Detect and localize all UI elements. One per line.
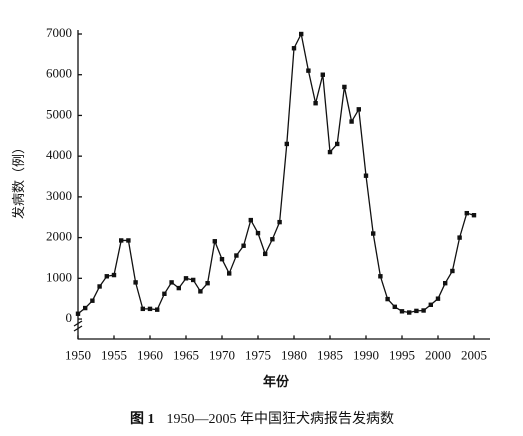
x-tick-label: 2005 bbox=[461, 347, 487, 362]
point bbox=[277, 219, 282, 225]
point bbox=[270, 237, 275, 242]
point bbox=[363, 173, 369, 178]
point bbox=[335, 141, 340, 147]
point bbox=[378, 274, 383, 279]
point bbox=[104, 274, 109, 279]
data-line bbox=[77, 32, 475, 315]
x-tick-label: 1980 bbox=[281, 347, 307, 362]
point bbox=[90, 298, 95, 303]
point bbox=[299, 31, 304, 37]
point bbox=[255, 230, 261, 236]
point bbox=[306, 68, 311, 73]
x-tick-label: 1950 bbox=[65, 347, 91, 362]
x-tick-label: 1970 bbox=[209, 347, 235, 362]
point bbox=[349, 119, 354, 124]
point bbox=[407, 310, 412, 315]
point bbox=[385, 296, 390, 302]
point bbox=[133, 280, 138, 285]
x-tick-label: 1990 bbox=[353, 347, 379, 362]
x-tick-label: 1985 bbox=[317, 347, 343, 362]
point bbox=[155, 307, 160, 312]
figure-label: 图 1 bbox=[130, 411, 155, 427]
point bbox=[169, 280, 174, 285]
point bbox=[119, 238, 124, 243]
point bbox=[399, 309, 405, 314]
point bbox=[371, 231, 376, 236]
y-tick-label: 6000 bbox=[46, 66, 72, 81]
point bbox=[75, 311, 81, 316]
y-tick-label: 3000 bbox=[46, 188, 72, 203]
point bbox=[327, 149, 333, 155]
chart-title: 1950—2005 年中国狂犬病报告发病数 bbox=[167, 411, 395, 427]
point bbox=[191, 277, 196, 283]
point bbox=[234, 253, 239, 258]
point bbox=[205, 281, 210, 286]
point bbox=[464, 210, 469, 216]
point bbox=[356, 107, 361, 112]
x-tick-label: 2000 bbox=[425, 347, 451, 362]
point bbox=[392, 304, 397, 310]
point bbox=[284, 141, 289, 147]
y-tick-label: 7000 bbox=[46, 25, 72, 40]
x-tick-label: 1965 bbox=[173, 347, 199, 362]
y-tick-label: 5000 bbox=[46, 106, 72, 121]
point bbox=[83, 305, 88, 311]
y-tick-label: 1000 bbox=[46, 269, 72, 284]
x-tick-label: 1995 bbox=[389, 347, 415, 362]
axis-break bbox=[73, 325, 83, 332]
point bbox=[342, 84, 347, 90]
point bbox=[450, 268, 455, 274]
point bbox=[176, 285, 181, 291]
point bbox=[248, 217, 253, 223]
y-tick-label: 4000 bbox=[46, 147, 72, 162]
x-tick-label: 1975 bbox=[245, 347, 271, 362]
point bbox=[140, 306, 145, 312]
x-tick-label: 1960 bbox=[137, 347, 163, 362]
point bbox=[241, 243, 246, 248]
axis-break bbox=[73, 320, 83, 327]
point bbox=[126, 238, 131, 243]
point bbox=[263, 251, 268, 257]
y-tick-label: 2000 bbox=[46, 229, 72, 244]
point bbox=[147, 306, 153, 312]
point bbox=[471, 213, 477, 218]
point bbox=[443, 281, 448, 286]
point bbox=[428, 302, 433, 307]
point bbox=[162, 291, 167, 296]
y-tick-label: 0 bbox=[66, 310, 73, 325]
point bbox=[291, 46, 297, 51]
point bbox=[414, 308, 419, 314]
point bbox=[219, 256, 225, 262]
point bbox=[435, 296, 441, 301]
x-tick-label: 1955 bbox=[101, 347, 127, 362]
point bbox=[320, 72, 325, 77]
y-axis-title: 发病数（例） bbox=[11, 141, 26, 219]
point bbox=[183, 276, 189, 281]
point bbox=[97, 284, 102, 289]
point bbox=[111, 272, 117, 278]
point bbox=[313, 101, 318, 106]
point bbox=[212, 239, 217, 244]
point bbox=[227, 271, 232, 276]
point bbox=[421, 308, 426, 313]
caption: 图 1 1950—2005 年中国狂犬病报告发病数 bbox=[130, 411, 394, 427]
point bbox=[457, 235, 462, 240]
point bbox=[198, 289, 203, 294]
x-axis-title: 年份 bbox=[263, 374, 290, 389]
